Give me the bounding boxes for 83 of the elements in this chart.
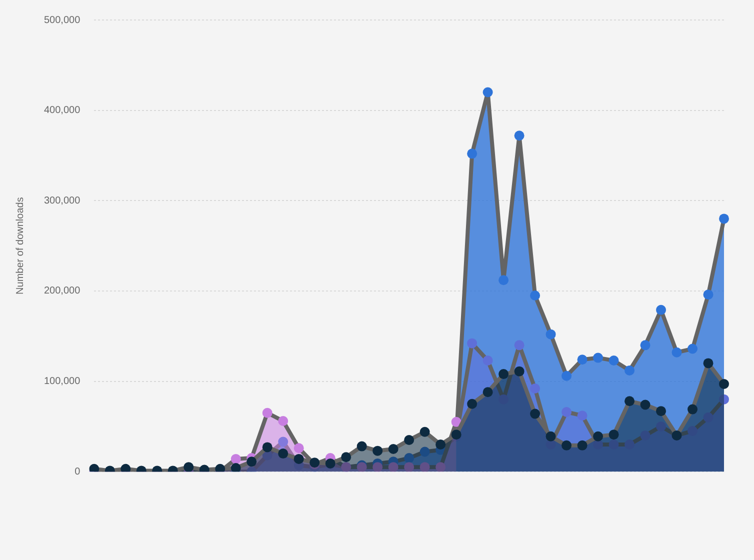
y-axis-title: Number of downloads	[14, 197, 26, 294]
point	[482, 356, 493, 366]
point	[514, 340, 524, 350]
point	[624, 440, 635, 450]
point	[278, 416, 288, 426]
point	[624, 365, 635, 376]
point	[294, 454, 304, 464]
point	[688, 344, 698, 354]
point	[341, 452, 352, 462]
point	[388, 444, 398, 454]
point	[608, 356, 619, 366]
point	[436, 462, 446, 472]
point	[404, 453, 414, 464]
y-tick-label: 500,000	[44, 14, 81, 26]
y-tick-label: 200,000	[44, 286, 81, 297]
point	[482, 87, 493, 98]
point	[656, 406, 666, 416]
point	[530, 290, 540, 300]
point	[546, 431, 556, 442]
point	[388, 462, 398, 472]
point	[703, 290, 714, 300]
point	[688, 426, 698, 436]
point	[436, 440, 446, 450]
point	[467, 148, 478, 159]
point	[688, 404, 698, 414]
point	[703, 358, 714, 368]
y-tick-label: 100,000	[44, 376, 81, 388]
point	[246, 456, 257, 467]
point	[262, 408, 272, 418]
point	[514, 366, 524, 376]
point	[640, 400, 650, 410]
y-tick-label: 300,000	[44, 195, 81, 206]
point	[482, 387, 493, 398]
point	[278, 436, 288, 447]
point	[467, 398, 478, 409]
point	[404, 462, 414, 472]
point	[514, 130, 524, 141]
point	[577, 354, 588, 365]
point	[562, 406, 572, 417]
point	[184, 462, 194, 472]
point	[372, 446, 383, 456]
point	[498, 369, 509, 380]
point	[530, 384, 540, 394]
point	[215, 464, 226, 472]
point	[719, 394, 729, 404]
point	[640, 430, 650, 440]
point	[608, 440, 619, 450]
point	[640, 340, 650, 350]
point	[230, 454, 241, 464]
point	[656, 304, 666, 315]
point	[577, 440, 588, 450]
point	[530, 408, 540, 419]
point	[294, 443, 304, 454]
point	[89, 464, 100, 472]
point	[624, 396, 635, 406]
point	[608, 430, 619, 440]
point	[356, 441, 367, 452]
point	[562, 370, 572, 381]
point	[498, 394, 509, 404]
point	[372, 462, 383, 472]
point	[467, 338, 478, 348]
point	[451, 416, 462, 427]
point	[404, 434, 414, 445]
point	[593, 431, 604, 442]
y-tick-label: 400,000	[44, 105, 81, 116]
point	[546, 329, 556, 340]
point	[593, 352, 604, 363]
point	[719, 378, 729, 389]
point	[703, 412, 714, 422]
y-tick-label: 0	[74, 466, 81, 478]
point	[278, 448, 288, 459]
point	[420, 462, 430, 472]
point	[672, 347, 682, 358]
point	[420, 426, 430, 437]
point	[656, 421, 666, 432]
point	[498, 275, 509, 286]
point	[562, 440, 572, 450]
point	[577, 410, 588, 421]
point	[230, 462, 241, 472]
point	[719, 214, 729, 224]
point	[120, 464, 131, 472]
point	[262, 442, 272, 452]
point	[420, 446, 430, 457]
